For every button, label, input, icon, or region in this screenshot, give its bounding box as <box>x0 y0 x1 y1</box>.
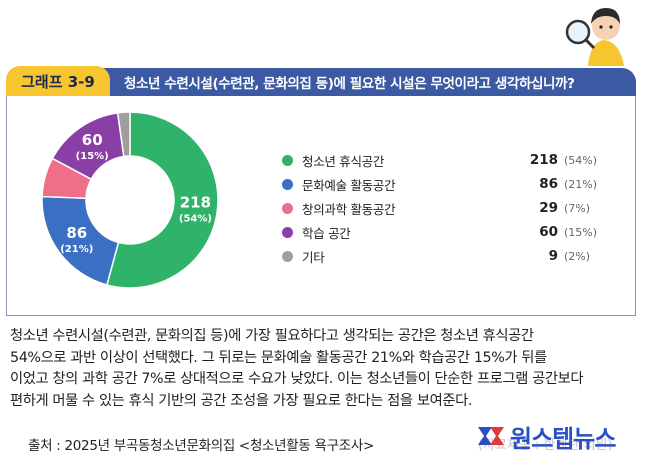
donut-chart: 218 (54%) 86 (21%) 60 (15%) <box>41 111 219 289</box>
legend-value: 86 <box>539 176 558 192</box>
legend-percent: (7%) <box>564 201 591 215</box>
legend-value: 9 <box>548 248 558 264</box>
chart-title: 청소년 수련시설(수련관, 문화의집 등)에 필요한 시설은 무엇이라고 생각하… <box>124 76 575 92</box>
paragraph-line: 54%으로 과반 이상이 선택했다. 그 뒤로는 문화예술 활동공간 21%와 … <box>10 349 547 366</box>
donut-slice <box>116 111 131 158</box>
slice-percent-label: (54%) <box>179 214 212 225</box>
legend-label: 청소년 휴식공간 <box>302 153 385 169</box>
paragraph-line: 편하게 머물 수 있는 휴식 기반의 공간 조성을 가장 필요로 한다는 점을 … <box>10 392 472 409</box>
chart-legend: 청소년 휴식공간 218 (54%) 문화예술 활동공간 86 (21%) 창의… <box>282 148 612 268</box>
legend-value: 29 <box>539 200 558 216</box>
legend-value: 218 <box>529 152 558 168</box>
donut-slice <box>41 195 120 286</box>
legend-percent: (15%) <box>564 225 598 239</box>
legend-dot <box>282 202 293 214</box>
legend-item: 문화예술 활동공간 86 (21%) <box>282 172 612 196</box>
slice-value-label: 218 <box>180 194 211 212</box>
slice-percent-label: (15%) <box>76 151 109 162</box>
legend-item: 학습 공간 60 (15%) <box>282 220 612 244</box>
chart-header-bar <box>6 68 636 96</box>
slice-percent-label: (21%) <box>60 244 93 255</box>
legend-item: 기타 9 (2%) <box>282 244 612 268</box>
legend-dot <box>282 154 293 166</box>
legend-label: 창의과학 활동공간 <box>302 201 396 217</box>
legend-value: 60 <box>539 224 558 240</box>
analysis-paragraph: 청소년 수련시설(수련관, 문화의집 등)에 가장 필요하다고 생각되는 공간은… <box>10 326 644 412</box>
source-caption: 출처 : 2025년 부곡동청소년문화의집 <청소년활동 욕구조사> <box>28 438 375 454</box>
character-with-magnifier-icon <box>565 8 624 66</box>
legend-percent: (2%) <box>564 249 591 263</box>
legend-label: 기타 <box>302 249 325 265</box>
slice-value-label: 60 <box>82 131 103 149</box>
graph-number-tag: 그래프 3-9 <box>6 66 110 96</box>
legend-item: 청소년 휴식공간 218 (54%) <box>282 148 612 172</box>
legend-percent: (54%) <box>564 153 598 167</box>
paragraph-line: 청소년 수련시설(수련관, 문화의집 등)에 가장 필요하다고 생각되는 공간은… <box>10 328 534 344</box>
donut-slice <box>105 111 219 289</box>
slice-value-label: 86 <box>66 224 87 242</box>
legend-percent: (21%) <box>564 177 598 191</box>
legend-dot <box>282 250 293 262</box>
legend-label: 문화예술 활동공간 <box>302 177 396 193</box>
data-credit: (자료제공 : 한계란 의원) <box>478 438 613 453</box>
legend-label: 학습 공간 <box>302 225 351 241</box>
watermark-text: 원스텝뉴스 <box>510 424 616 453</box>
legend-dot <box>282 226 293 238</box>
legend-dot <box>282 178 293 190</box>
legend-item: 창의과학 활동공간 29 (7%) <box>282 196 612 220</box>
onestep-logo-icon <box>478 427 504 445</box>
paragraph-line: 이었고 창의 과학 공간 7%로 상대적으로 수요가 낮았다. 이는 청소년들이… <box>10 371 584 387</box>
watermark: 원스텝뉴스 <box>476 418 656 454</box>
